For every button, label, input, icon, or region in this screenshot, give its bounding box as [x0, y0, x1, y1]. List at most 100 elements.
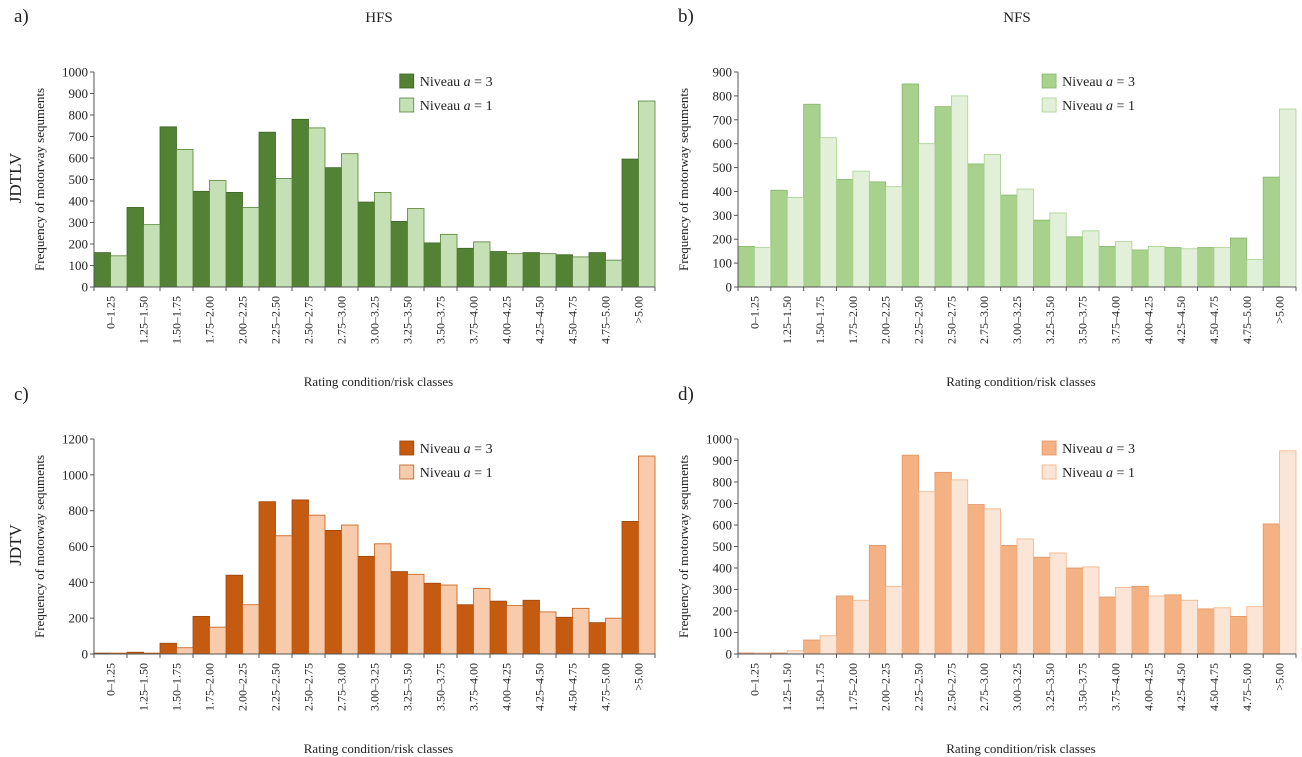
y-tick-label: 700	[713, 496, 733, 511]
x-axis-title: Rating condition/risk classes	[304, 374, 453, 389]
bar	[819, 137, 837, 288]
chart-panel-c: c) JDTV Frequency of motorway sequments 0 20…	[6, 384, 656, 756]
x-tick-label: 2.00–2.25	[879, 663, 893, 711]
x-tick-label: 1.75–2.00	[203, 296, 217, 344]
row-label: JDTLV	[6, 152, 25, 203]
x-tick-label: >5.00	[632, 296, 646, 324]
y-tick-label: 800	[69, 503, 89, 518]
x-tick-label: 4.25–4.50	[1174, 296, 1188, 344]
x-tick-label: 4.25–4.50	[533, 296, 547, 344]
x-tick-label: 2.25–2.50	[269, 663, 283, 711]
bar	[1197, 247, 1215, 288]
y-tick-label: 900	[713, 453, 733, 468]
bar	[885, 186, 903, 288]
x-tick-label: 1.75–2.00	[846, 296, 860, 344]
bar	[1180, 248, 1198, 288]
x-tick-label: 3.25–3.50	[1043, 296, 1057, 344]
bar	[209, 180, 227, 288]
x-tick-label: 4.00–4.25	[1141, 663, 1155, 711]
x-tick-label: 3.50–3.75	[1076, 663, 1090, 711]
x-tick-label: 4.25–4.50	[533, 663, 547, 711]
x-tick-label: 4.75–5.00	[1240, 296, 1254, 344]
bar	[918, 491, 936, 655]
bar	[1082, 230, 1100, 288]
bar	[291, 499, 309, 655]
legend-swatch	[399, 97, 415, 113]
bar	[390, 221, 408, 288]
bar	[357, 555, 375, 655]
bar	[1065, 567, 1084, 655]
bar	[407, 573, 425, 655]
legend: Niveau a = 3 Niveau a = 1	[399, 440, 493, 481]
bar	[308, 514, 326, 655]
x-tick-label: 3.25–3.50	[401, 663, 415, 711]
y-tick-label: 800	[713, 88, 733, 103]
bar	[242, 207, 260, 288]
bar	[852, 599, 870, 655]
bar	[225, 191, 243, 288]
bar	[539, 253, 557, 288]
chart-panel-b: b) NFS Frequency of motorway sequments 0 100…	[676, 6, 1297, 389]
x-tick-label: 0–1.25	[747, 296, 761, 329]
series-niveau-a1	[110, 100, 656, 288]
bar	[209, 626, 227, 655]
x-tick-label: 4.75–5.00	[599, 663, 613, 711]
bar	[1082, 566, 1100, 655]
y-tick-label: 400	[713, 184, 733, 199]
x-tick-label: 2.50–2.75	[302, 663, 316, 711]
bar	[390, 571, 408, 655]
y-tick-label: 800	[69, 108, 89, 123]
x-tick-label: 3.00–3.25	[1010, 296, 1024, 344]
x-tick-label: 0–1.25	[747, 663, 761, 696]
y-tick-label: 0	[726, 280, 733, 295]
bar	[737, 245, 755, 288]
bar	[1262, 523, 1280, 655]
legend-swatch	[399, 440, 415, 456]
bar	[225, 574, 243, 655]
legend-label: Niveau a = 1	[420, 99, 493, 114]
x-tick-label: 2.00–2.25	[236, 296, 250, 344]
y-tick-label: 200	[713, 232, 733, 247]
y-tick-label: 900	[713, 65, 733, 80]
bar	[819, 635, 837, 655]
bar	[473, 241, 491, 288]
bar	[868, 545, 887, 655]
x-tick-label: 2.75–3.00	[977, 663, 991, 711]
bar	[159, 126, 177, 288]
y-tick-label: 600	[713, 518, 733, 533]
bar	[258, 501, 276, 655]
x-tick-label: 1.25–1.50	[137, 663, 151, 711]
y-tick-label: 800	[713, 475, 733, 490]
bar	[588, 252, 606, 288]
bar	[770, 189, 788, 288]
panel-label: b)	[678, 6, 694, 27]
y-tick-label: 200	[69, 237, 89, 252]
y-tick-label: 200	[69, 611, 89, 626]
x-tick-label: 4.50–4.75	[566, 296, 580, 344]
bar	[1033, 556, 1051, 655]
y-tick-label: 300	[69, 215, 89, 230]
bar	[1016, 188, 1034, 288]
bar	[1229, 237, 1248, 288]
bar	[522, 252, 540, 288]
bar	[539, 611, 557, 655]
x-tick-label: 4.00–4.25	[500, 663, 514, 711]
x-tick-label: 2.25–2.50	[912, 296, 926, 344]
y-tick-label: 0	[726, 647, 733, 662]
x-tick-label: 3.00–3.25	[1010, 663, 1024, 711]
bar	[242, 604, 260, 655]
y-axis-title: Frequency of motorway sequments	[676, 88, 691, 271]
bar	[983, 508, 1001, 655]
bar	[506, 253, 524, 288]
x-tick-label: >5.00	[1273, 296, 1287, 324]
panel-label: a)	[14, 6, 29, 27]
bar	[176, 148, 194, 288]
x-tick-label: 2.50–2.75	[302, 296, 316, 344]
x-tick-label: 1.75–2.00	[846, 663, 860, 711]
bar	[324, 529, 342, 655]
bar	[1049, 212, 1067, 288]
bar	[1197, 608, 1215, 655]
bar	[93, 252, 111, 288]
panel-label: c)	[14, 384, 29, 405]
y-tick-label: 900	[69, 86, 89, 101]
